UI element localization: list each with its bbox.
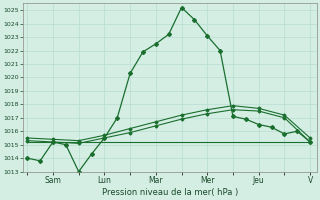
X-axis label: Pression niveau de la mer( hPa ): Pression niveau de la mer( hPa ) — [102, 188, 238, 197]
